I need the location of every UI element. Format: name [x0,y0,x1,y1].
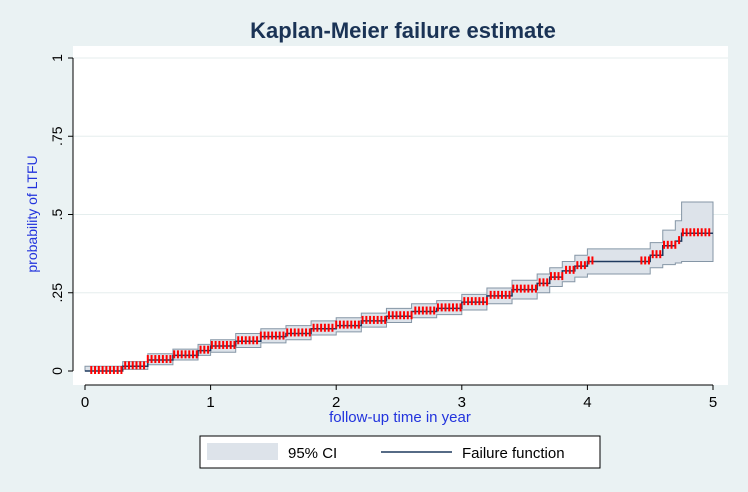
legend-ci-swatch [207,443,278,460]
tick-labels: 0 1 2 3 4 5 0 .25 .5 .75 1 [49,54,717,411]
x-tick-label: 3 [458,394,466,411]
chart-title: Kaplan-Meier failure estimate [250,18,556,43]
y-tick-label: .5 [49,208,65,220]
y-tick-label: 0 [49,367,65,375]
y-tick-label: .25 [49,283,65,303]
x-tick-label: 1 [206,394,214,411]
failure-line-layer [85,232,713,372]
legend-line-label: Failure function [462,445,565,462]
x-tick-label: 2 [332,394,340,411]
x-tick-label: 0 [81,394,89,411]
ci-band [84,201,714,372]
legend-ci-label: 95% CI [288,445,337,462]
failure-line [85,232,713,372]
censor-marks-layer [90,228,711,374]
x-tick-label: 5 [709,394,717,411]
plot-area [73,46,728,385]
x-tick-label: 4 [583,394,591,411]
y-tick-label: .75 [49,126,65,146]
y-axis-label: probability of LTFU [24,155,40,272]
y-tick-label: 1 [49,54,65,62]
confidence-band-layer [84,201,714,372]
legend: 95% CI Failure function [199,435,601,469]
x-axis-label: follow-up time in year [329,409,471,426]
gridlines [73,57,728,294]
